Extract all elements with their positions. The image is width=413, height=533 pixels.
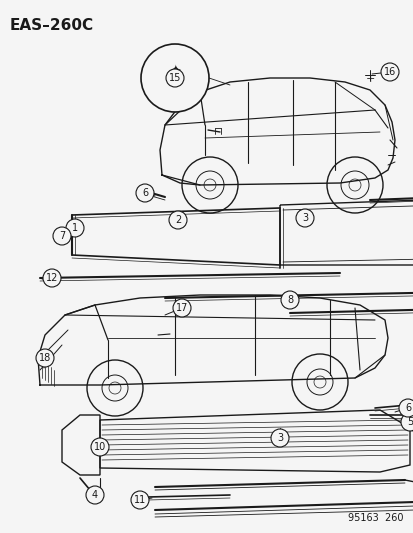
Text: 6: 6 [142, 188, 148, 198]
Circle shape [169, 211, 187, 229]
Text: 15: 15 [169, 73, 181, 83]
Circle shape [173, 299, 190, 317]
Text: 1: 1 [72, 223, 78, 233]
Circle shape [36, 349, 54, 367]
Text: 16: 16 [383, 67, 395, 77]
Text: —: — [171, 78, 179, 87]
Circle shape [141, 44, 209, 112]
Circle shape [91, 438, 109, 456]
Circle shape [295, 209, 313, 227]
Text: 6: 6 [404, 403, 410, 413]
Circle shape [380, 63, 398, 81]
Text: 3: 3 [276, 433, 282, 443]
Circle shape [280, 291, 298, 309]
Text: 17: 17 [176, 303, 188, 313]
Circle shape [136, 184, 154, 202]
Text: +: + [364, 74, 374, 84]
Text: 12: 12 [46, 273, 58, 283]
Text: EAS–260C: EAS–260C [10, 18, 94, 33]
Text: ✦: ✦ [169, 65, 180, 79]
Text: 95163  260: 95163 260 [348, 513, 403, 523]
Circle shape [86, 486, 104, 504]
Text: 8: 8 [286, 295, 292, 305]
Circle shape [398, 399, 413, 417]
Text: 2: 2 [174, 215, 181, 225]
Circle shape [53, 227, 71, 245]
Text: 10: 10 [94, 442, 106, 452]
Circle shape [166, 69, 183, 87]
Circle shape [43, 269, 61, 287]
Text: 5: 5 [406, 417, 412, 427]
Text: 18: 18 [39, 353, 51, 363]
Text: 3: 3 [301, 213, 307, 223]
Circle shape [66, 219, 84, 237]
Text: 11: 11 [133, 495, 146, 505]
Circle shape [400, 413, 413, 431]
Text: 4: 4 [92, 490, 98, 500]
Circle shape [131, 491, 149, 509]
Circle shape [271, 429, 288, 447]
Text: 7: 7 [59, 231, 65, 241]
